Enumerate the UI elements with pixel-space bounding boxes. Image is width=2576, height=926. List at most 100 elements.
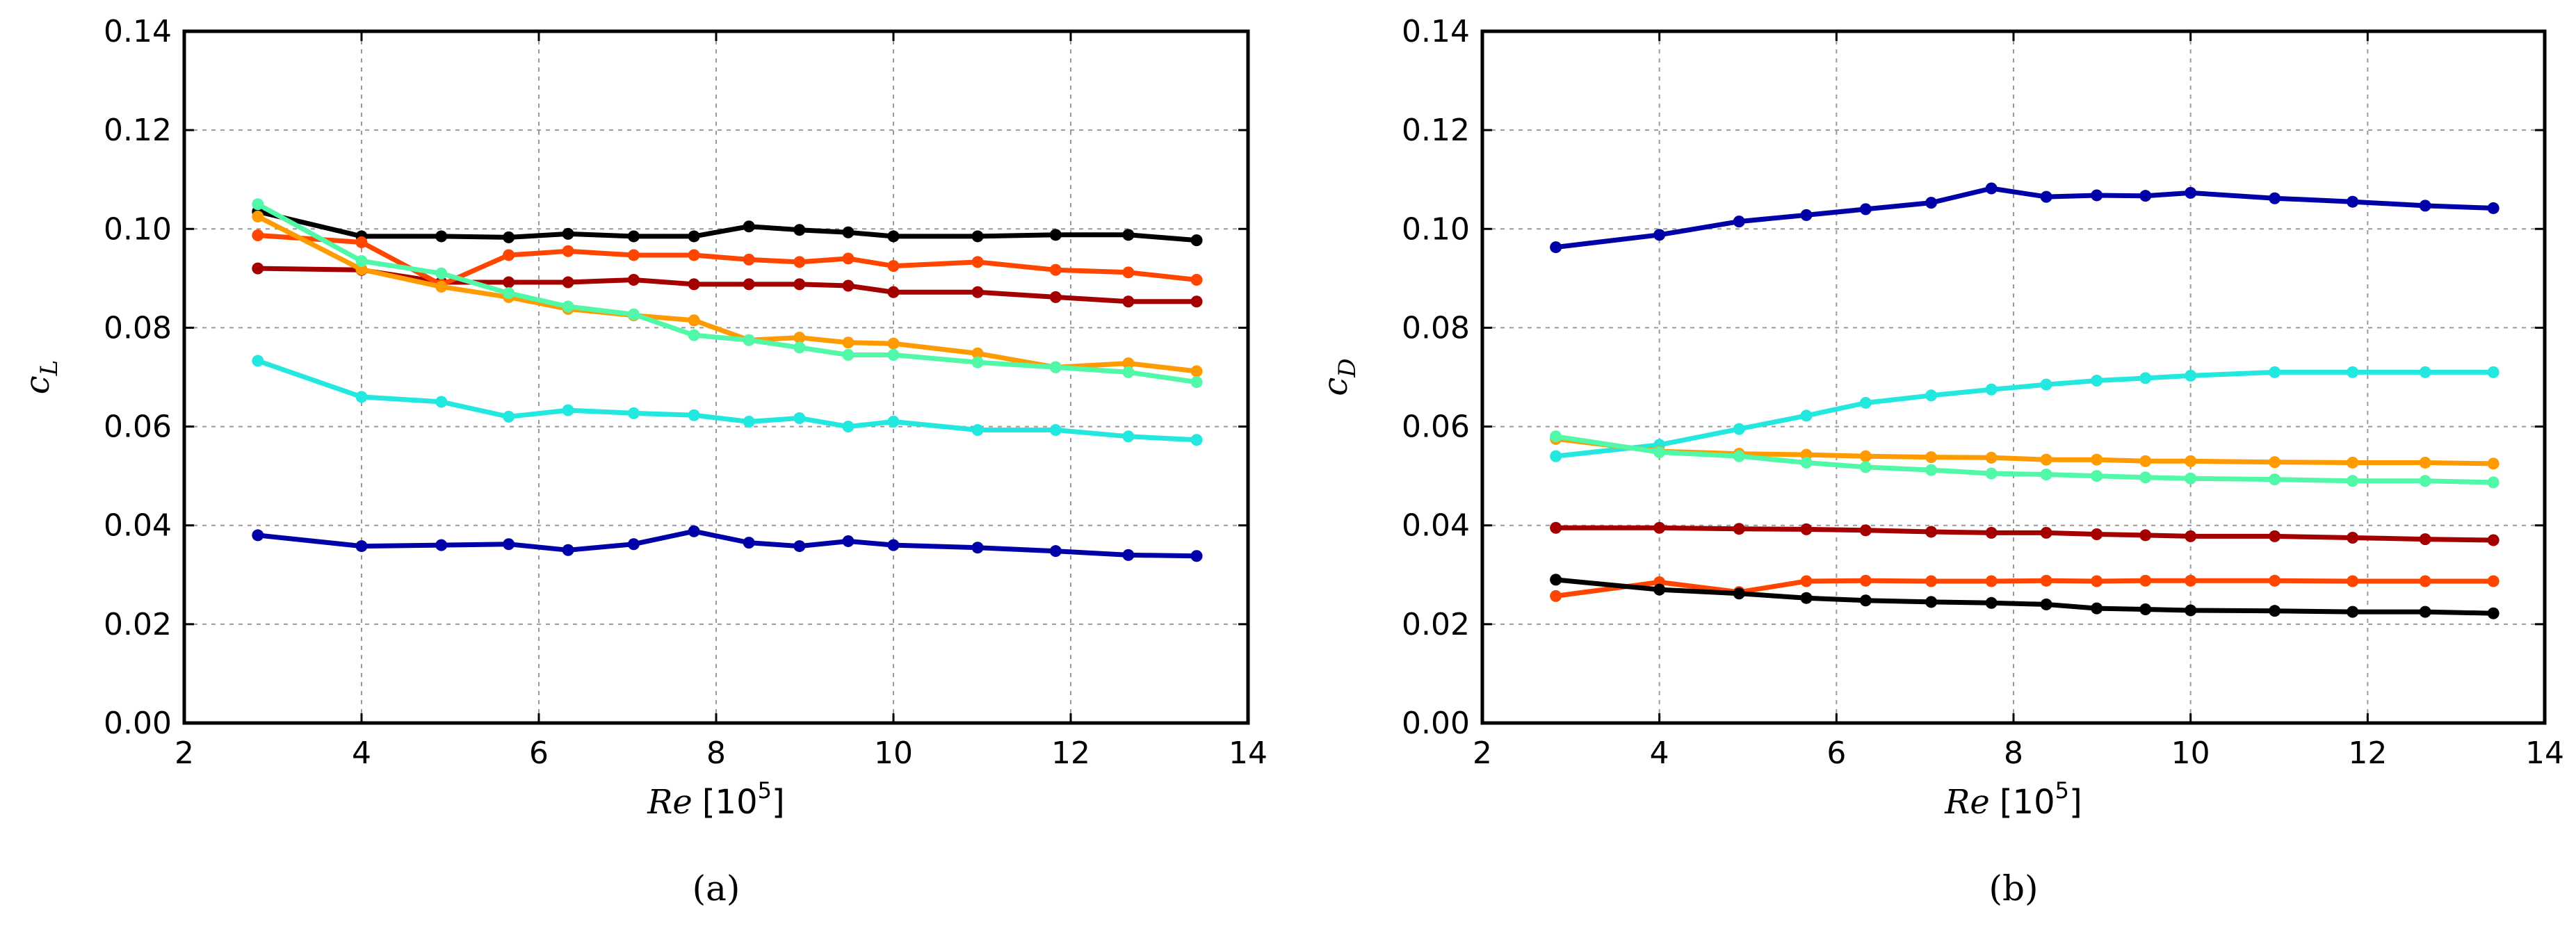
- data-point: [2139, 574, 2152, 587]
- data-point: [887, 230, 900, 243]
- data-point: [2185, 530, 2197, 542]
- data-point: [1800, 575, 1813, 587]
- data-point: [503, 276, 515, 289]
- data-point: [971, 356, 984, 368]
- data-point: [1985, 596, 1998, 609]
- data-point: [793, 256, 806, 268]
- data-point: [435, 280, 448, 293]
- data-point: [2347, 456, 2359, 469]
- y-tick-label: 0.12: [1402, 113, 1470, 148]
- data-point: [252, 211, 264, 223]
- y-tick-label: 0.02: [1402, 607, 1470, 642]
- data-point: [1190, 434, 1203, 446]
- data-point: [688, 314, 700, 327]
- data-point: [2185, 574, 2197, 587]
- data-point: [1122, 430, 1135, 443]
- data-point: [435, 267, 448, 279]
- data-point: [1985, 526, 1998, 539]
- data-point: [252, 229, 264, 242]
- panel-caption: (b): [1988, 868, 2038, 909]
- data-point: [842, 349, 854, 362]
- data-point: [503, 249, 515, 261]
- data-point: [2269, 605, 2281, 617]
- data-point: [1733, 523, 1745, 535]
- data-point: [743, 278, 755, 291]
- data-point: [2347, 575, 2359, 587]
- data-point: [1049, 545, 1062, 558]
- data-point: [971, 256, 984, 268]
- data-point: [627, 249, 640, 261]
- chart-panel-a: 2 4 6 8 10 12 14 0.00 0.02 0.04 0.06 0.08 0.10 0.12 0.…: [18, 14, 1267, 909]
- data-point: [435, 230, 448, 243]
- y-tick-label: 0.12: [104, 113, 172, 148]
- data-point: [842, 336, 854, 349]
- x-axis-variable: Re: [1944, 783, 1990, 822]
- data-point: [1122, 229, 1135, 241]
- x-tick-label: 4: [1650, 736, 1669, 771]
- data-point: [2347, 195, 2359, 208]
- data-point: [1550, 574, 1562, 586]
- data-point: [435, 539, 448, 551]
- y-axis-symbol: c: [1316, 377, 1355, 396]
- panel-caption: (a): [692, 868, 740, 909]
- data-point: [1190, 234, 1203, 247]
- x-tick-label: 10: [2171, 736, 2210, 771]
- data-point: [1925, 464, 1938, 476]
- data-point: [562, 245, 574, 257]
- data-point: [1550, 241, 1562, 254]
- data-point: [2269, 366, 2281, 378]
- data-point: [1550, 521, 1562, 534]
- y-tick-label: 0.04: [104, 508, 172, 544]
- data-point: [842, 252, 854, 265]
- data-point: [1049, 229, 1062, 241]
- data-point: [842, 279, 854, 292]
- x-tick-label: 12: [2348, 736, 2387, 771]
- data-point: [1190, 273, 1203, 286]
- x-tick-label: 10: [874, 736, 913, 771]
- data-point: [688, 329, 700, 341]
- y-axis-label: cD: [1316, 358, 1361, 396]
- data-point: [1190, 295, 1203, 308]
- x-axis-variable: Re: [647, 783, 692, 822]
- y-tick-label: 0.10: [104, 211, 172, 247]
- y-tick-label: 0.14: [104, 14, 172, 49]
- plot-frame: [1480, 29, 2547, 725]
- data-point: [793, 332, 806, 344]
- data-point: [1653, 446, 1666, 459]
- x-tick-label: 14: [1229, 736, 1267, 771]
- x-axis-unit-base: [10: [2000, 783, 2055, 822]
- data-point: [503, 287, 515, 300]
- data-point: [2091, 189, 2103, 202]
- data-point: [2269, 473, 2281, 486]
- data-point: [2419, 456, 2431, 469]
- data-point: [562, 544, 574, 556]
- x-tick-label: 4: [352, 736, 371, 771]
- data-point: [1859, 450, 1872, 462]
- data-point: [2269, 530, 2281, 542]
- data-point: [1550, 450, 1562, 462]
- data-point: [688, 230, 700, 243]
- data-point: [2040, 469, 2052, 481]
- x-tick-label: 8: [706, 736, 726, 771]
- data-point: [562, 300, 574, 313]
- data-point: [627, 538, 640, 551]
- data-point: [627, 407, 640, 419]
- data-point: [2347, 606, 2359, 618]
- data-point: [2419, 533, 2431, 546]
- y-tick-label: 0.00: [1402, 706, 1470, 741]
- data-point: [1122, 357, 1135, 370]
- series-navy: [1550, 182, 2500, 254]
- data-point: [2091, 575, 2103, 587]
- data-point: [2419, 200, 2431, 212]
- data-point: [2347, 475, 2359, 487]
- data-point: [1122, 366, 1135, 378]
- data-point: [252, 355, 264, 367]
- data-point: [971, 347, 984, 359]
- x-tick-label: 14: [2525, 736, 2564, 771]
- data-point: [887, 337, 900, 350]
- y-axis-subscript: L: [35, 360, 63, 377]
- data-point: [2139, 455, 2152, 467]
- data-point: [355, 263, 368, 276]
- data-point: [1925, 526, 1938, 538]
- data-point: [355, 391, 368, 403]
